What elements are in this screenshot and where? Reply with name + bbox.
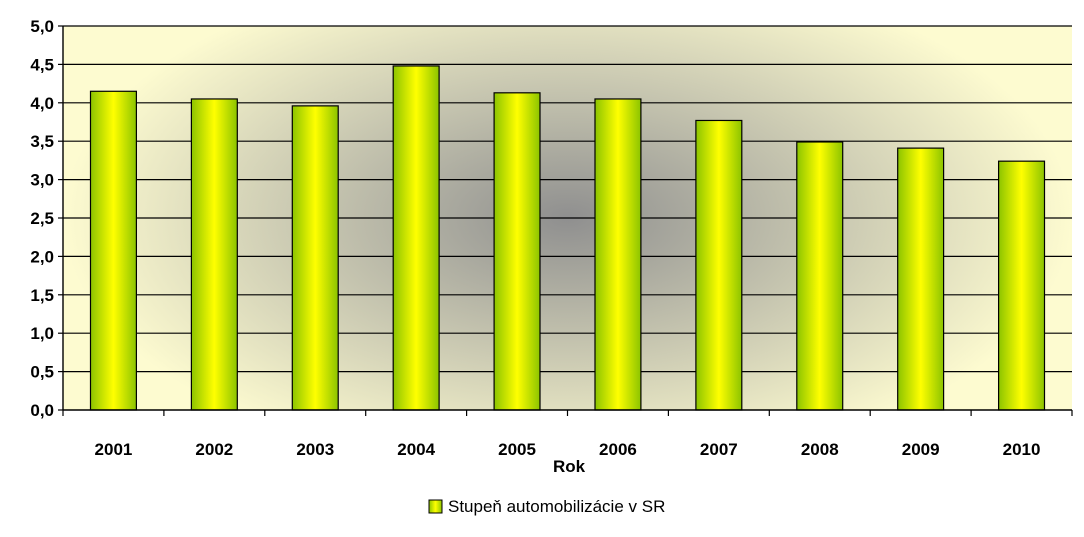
legend: Stupeň automobilizácie v SR [428, 497, 665, 516]
y-tick-label: 4,5 [30, 55, 54, 74]
y-tick-label: 1,5 [30, 286, 54, 305]
x-tick-label-2008: 2008 [801, 440, 839, 459]
bar-2002 [190, 98, 238, 411]
bar-2001 [89, 90, 138, 411]
bar-2005 [493, 92, 541, 411]
x-tick-label-2007: 2007 [700, 440, 738, 459]
x-tick-label-2001: 2001 [95, 440, 133, 459]
bar-2010 [997, 160, 1046, 411]
bar-2008 [796, 141, 844, 411]
legend-label: Stupeň automobilizácie v SR [448, 497, 665, 516]
bar-2007 [695, 119, 743, 411]
y-tick-label: 0,0 [30, 401, 54, 420]
y-tick-label: 2,5 [30, 209, 54, 228]
y-tick-label: 5,0 [30, 17, 54, 36]
x-tick-label-2010: 2010 [1003, 440, 1041, 459]
y-tick-label: 4,0 [30, 94, 54, 113]
y-tick-label: 0,5 [30, 363, 54, 382]
x-tick-labels: 2001 2002 2003 2004 2005 2006 2007 2008 2009 2010 [95, 440, 1041, 459]
x-axis-title: Rok [553, 457, 586, 476]
y-tick-label: 3,0 [30, 171, 54, 190]
axes [58, 25, 1073, 416]
bars [89, 65, 1046, 411]
y-tick-label: 1,0 [30, 324, 54, 343]
x-tick-label-2002: 2002 [195, 440, 233, 459]
x-tick-label-2006: 2006 [599, 440, 637, 459]
bar-2006 [594, 98, 642, 411]
y-tick-labels: 0,0 0,5 1,0 1,5 2,0 2,5 3,0 3,5 4,0 4,5 5,0 [30, 17, 54, 420]
x-tick-label-2005: 2005 [498, 440, 536, 459]
y-tick-label: 3,5 [30, 132, 54, 151]
legend-swatch [428, 499, 443, 514]
y-tick-label: 2,0 [30, 247, 54, 266]
x-tick-label-2009: 2009 [902, 440, 940, 459]
x-tick-label-2004: 2004 [397, 440, 435, 459]
bar-2009 [897, 147, 945, 411]
x-tick-label-2003: 2003 [296, 440, 334, 459]
bar-2004 [392, 65, 440, 411]
bar-2003 [291, 105, 339, 411]
